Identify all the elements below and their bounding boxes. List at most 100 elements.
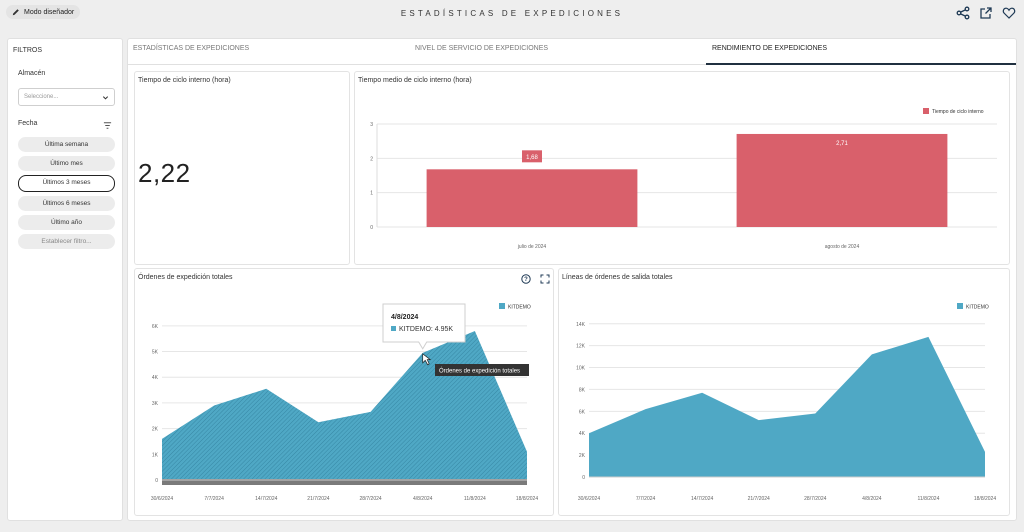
chevron-down-icon xyxy=(102,96,109,100)
y-tick-label: 6K xyxy=(152,324,159,330)
x-tick-label: 28/7/2024 xyxy=(359,496,381,502)
x-tick-label: 28/7/2024 xyxy=(804,496,826,502)
y-tick-label: 1K xyxy=(152,452,159,458)
heart-icon[interactable] xyxy=(1002,6,1016,20)
y-tick-label: 8K xyxy=(579,387,586,393)
legend-label: KITDEMO xyxy=(966,305,989,311)
avg-cycle-card: Tiempo medio de ciclo interno (hora) 0 1 2… xyxy=(354,71,1010,265)
warehouse-label: Almacén xyxy=(18,70,46,77)
x-tick-label: 30/6/2024 xyxy=(151,496,173,502)
hover-label: Órdenes de expedición totales xyxy=(439,368,520,375)
avg-cycle-chart: 0 1 2 3 1,68 julio de 2024 2,71 agosto de 2024 T… xyxy=(370,108,997,250)
legend-swatch xyxy=(923,108,929,114)
x-tick-label: 11/8/2024 xyxy=(917,496,939,502)
x-tick-label: 11/8/2024 xyxy=(464,496,486,502)
expand-icon[interactable] xyxy=(540,274,550,284)
top-bar: Modo diseñador ESTADÍSTICAS DE EXPEDICIO… xyxy=(0,0,1024,30)
cursor-icon xyxy=(422,353,432,366)
y-tick-label: 2K xyxy=(152,427,159,433)
pencil-icon xyxy=(12,9,19,16)
total-orders-chart: 0 1K 2K 3K 4K 5K 6K 30/6/2024 7/7/2024 14/7/2024 2… xyxy=(151,303,538,502)
y-tick-label: 0 xyxy=(582,475,585,481)
legend-swatch xyxy=(499,303,505,309)
x-tick-label: 14/7/2024 xyxy=(255,496,277,502)
main-panel: ESTADÍSTICAS DE EXPEDICIONES NIVEL DE SE… xyxy=(127,38,1017,521)
designer-mode-button[interactable]: Modo diseñador xyxy=(6,5,81,19)
y-tick-label: 10K xyxy=(576,366,586,372)
bar xyxy=(736,133,948,227)
warehouse-placeholder: Seleccione... xyxy=(24,94,59,100)
tab-shipment-performance[interactable]: RENDIMIENTO DE EXPEDICIONES xyxy=(712,45,828,52)
date-option-last-week[interactable]: Última semana xyxy=(18,137,115,152)
kpi-title: Tiempo de ciclo interno (hora) xyxy=(138,77,231,84)
y-tick-label: 12K xyxy=(576,344,586,350)
active-tab-indicator xyxy=(706,63,1016,65)
x-tick-label: 4/8/2024 xyxy=(862,496,882,502)
date-option-custom-filter[interactable]: Establecer filtro... xyxy=(18,234,115,249)
svg-text:?: ? xyxy=(524,277,528,283)
total-lines-title: Líneas de órdenes de salida totales xyxy=(562,274,673,281)
warehouse-select[interactable]: Seleccione... xyxy=(18,88,115,106)
y-tick-label: 3 xyxy=(370,122,373,128)
data-label: 1,68 xyxy=(526,155,538,161)
y-tick-label: 14K xyxy=(576,322,586,328)
area-series xyxy=(589,336,985,477)
x-tick-label: 30/6/2024 xyxy=(578,496,600,502)
tooltip-box xyxy=(382,303,466,350)
share-icon[interactable] xyxy=(956,6,970,20)
kpi-card: Tiempo de ciclo interno (hora) 2,22 xyxy=(134,71,350,265)
y-tick-label: 3K xyxy=(152,401,159,407)
date-option-last-year[interactable]: Último año xyxy=(18,215,115,230)
total-orders-title: Órdenes de expedición totales xyxy=(138,274,233,281)
date-label: Fecha xyxy=(18,120,38,127)
area-series xyxy=(162,330,527,480)
avg-cycle-title: Tiempo medio de ciclo interno (hora) xyxy=(358,77,472,84)
y-tick-label: 0 xyxy=(155,478,158,484)
data-label-bg xyxy=(522,150,542,163)
filters-sidebar: FILTROS Almacén Seleccione... Fecha Últi… xyxy=(7,38,123,521)
y-tick-label: 4K xyxy=(579,431,586,437)
y-tick-label: 1 xyxy=(370,191,373,197)
data-label: 2,71 xyxy=(836,141,848,147)
hover-label-bg xyxy=(435,364,529,376)
x-tick-label: 7/7/2024 xyxy=(204,496,224,502)
tooltip-date: 4/8/2024 xyxy=(391,314,418,321)
total-lines-chart: 0 2K 4K 6K 8K 10K 12K 14K 30/6/2024 7/7/2024 14/7/… xyxy=(576,303,996,502)
x-tick-label: agosto de 2024 xyxy=(825,244,860,250)
legend-label: KITDEMO xyxy=(508,305,531,311)
date-option-last-3-months[interactable]: Últimos 3 meses xyxy=(18,175,115,192)
y-tick-label: 2 xyxy=(370,156,373,162)
x-tick-label: 7/7/2024 xyxy=(636,496,656,502)
tooltip-swatch xyxy=(391,326,396,331)
x-tick-label: 21/7/2024 xyxy=(748,496,770,502)
x-tick-label: 18/8/2024 xyxy=(516,496,538,502)
tab-bar: ESTADÍSTICAS DE EXPEDICIONES NIVEL DE SE… xyxy=(128,39,1016,65)
filters-title: FILTROS xyxy=(13,47,43,54)
date-option-last-month[interactable]: Último mes xyxy=(18,156,115,171)
x-tick-label: 14/7/2024 xyxy=(691,496,713,502)
date-option-last-6-months[interactable]: Últimos 6 meses xyxy=(18,196,115,211)
x-tick-label: 21/7/2024 xyxy=(307,496,329,502)
total-orders-card: Órdenes de expedición totales ? 0 1K 2K 3K 4… xyxy=(134,268,554,516)
x-tick-label: julio de 2024 xyxy=(517,244,547,250)
legend-label: Tiempo de ciclo interno xyxy=(932,109,984,115)
help-icon[interactable]: ? xyxy=(521,274,531,284)
y-tick-label: 6K xyxy=(579,409,586,415)
total-lines-card: Líneas de órdenes de salida totales 0 2K 4… xyxy=(558,268,1010,516)
bar xyxy=(426,169,638,227)
designer-mode-label: Modo diseñador xyxy=(24,8,75,16)
tab-service-level[interactable]: NIVEL DE SERVICIO DE EXPEDICIONES xyxy=(415,45,549,52)
tab-shipment-statistics[interactable]: ESTADÍSTICAS DE EXPEDICIONES xyxy=(133,45,250,52)
legend-swatch xyxy=(957,303,963,309)
tooltip-value: KITDEMO: 4.95K xyxy=(399,326,453,333)
page-title: ESTADÍSTICAS DE EXPEDICIONES xyxy=(400,9,624,18)
x-tick-label: 4/8/2024 xyxy=(413,496,433,502)
y-tick-label: 2K xyxy=(579,453,586,459)
x-tick-label: 18/8/2024 xyxy=(974,496,996,502)
kpi-value: 2,22 xyxy=(138,158,191,188)
y-tick-label: 4K xyxy=(152,375,159,381)
open-external-icon[interactable] xyxy=(979,6,993,20)
y-tick-label: 5K xyxy=(152,350,159,356)
filter-icon[interactable] xyxy=(103,121,112,130)
y-tick-label: 0 xyxy=(370,225,373,231)
